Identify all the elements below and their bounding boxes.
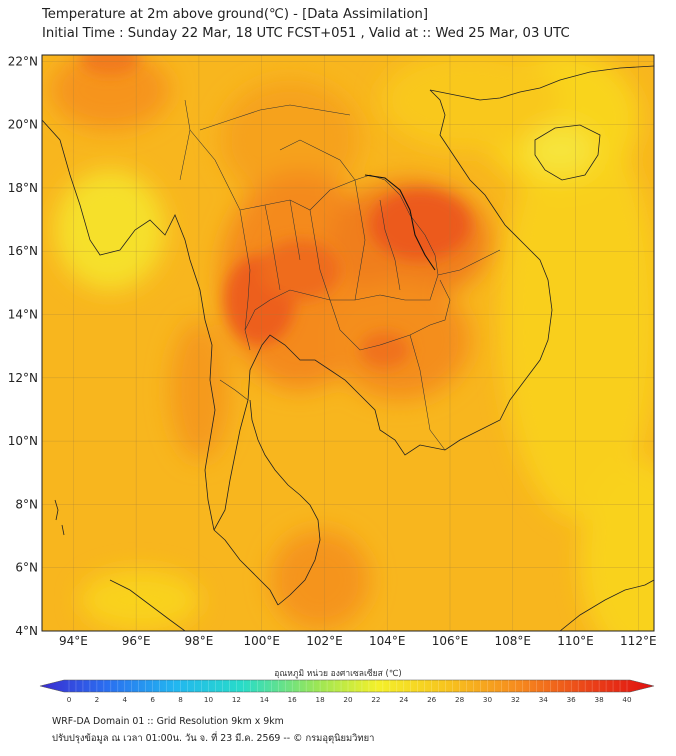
lat-label: 12°N	[8, 371, 38, 385]
lon-label: 106°E	[432, 634, 469, 648]
colorbar-tick-label: 32	[511, 695, 520, 704]
lon-label: 108°E	[495, 634, 532, 648]
lat-label: 10°N	[8, 434, 38, 448]
colorbar-tick-label: 12	[232, 695, 241, 704]
colorbar-tick-label: 20	[343, 695, 353, 704]
colorbar-bar	[39, 679, 655, 693]
lat-label: 16°N	[8, 244, 38, 258]
colorbar-tick-label: 4	[123, 695, 128, 704]
colorbar-tick-label: 28	[455, 695, 465, 704]
lat-label: 4°N	[15, 624, 38, 638]
colorbar-tick-label: 40	[622, 695, 632, 704]
colorbar-tick-label: 10	[204, 695, 214, 704]
lat-label: 20°N	[8, 118, 38, 132]
lon-label: 94°E	[59, 634, 88, 648]
lat-label: 14°N	[8, 308, 38, 322]
colorbar-tick-label: 22	[371, 695, 380, 704]
lon-label: 100°E	[243, 634, 280, 648]
colorbar-ticks: 0 2 4 6 8 10 12 14 16 18 20 22 24 26 28 30 32 34 36 38 40	[67, 695, 632, 704]
footer-resolution: WRF-DA Domain 01 :: Grid Resolution 9km …	[52, 716, 284, 727]
map-frame	[41, 54, 655, 632]
colorbar-tick-label: 38	[595, 695, 605, 704]
colorbar: 0 2 4 6 8 10 12 14 16 18 20 22 24 26 28 30 32 34 36 38 40	[39, 679, 655, 704]
lon-label: 104°E	[369, 634, 406, 648]
colorbar-tick-label: 26	[427, 695, 437, 704]
lat-label: 18°N	[8, 181, 38, 195]
lat-label: 6°N	[15, 561, 38, 575]
colorbar-tick-label: 0	[67, 695, 72, 704]
lon-label: 110°E	[557, 634, 594, 648]
colorbar-tick-label: 34	[539, 695, 549, 704]
colorbar-tick-label: 8	[178, 695, 183, 704]
colorbar-tick-label: 36	[567, 695, 577, 704]
coastlines-borders	[42, 65, 654, 631]
colorbar-tick-label: 2	[95, 695, 100, 704]
thailand-laos-border	[364, 174, 436, 271]
lon-label: 96°E	[122, 634, 151, 648]
colorbar-tick-label: 18	[316, 695, 326, 704]
lat-label: 8°N	[15, 497, 38, 511]
admin-borders	[179, 99, 501, 451]
footer-update-info: ปรับปรุงข้อมูล ณ เวลา 01:00น. วัน จ. ที่…	[52, 733, 375, 744]
colorbar-tick-label: 16	[288, 695, 298, 704]
lon-label: 98°E	[184, 634, 213, 648]
map-subtitle: Initial Time : Sunday 22 Mar, 18 UTC FCS…	[42, 26, 570, 41]
longitude-labels: 94°E 96°E 98°E 100°E 102°E 104°E 106°E 108°E 110…	[59, 634, 657, 648]
graticule	[42, 55, 654, 631]
lon-label: 112°E	[620, 634, 657, 648]
colorbar-tick-label: 30	[483, 695, 493, 704]
lat-label: 22°N	[8, 54, 38, 68]
colorbar-tick-label: 6	[150, 695, 155, 704]
colorbar-divisions	[68, 680, 628, 692]
map-title: Temperature at 2m above ground(℃) - [Dat…	[42, 7, 429, 22]
lon-label: 102°E	[306, 634, 343, 648]
colorbar-title: อุณหภูมิ หน่วย องศาเซลเซียส (℃)	[274, 669, 402, 679]
colorbar-tick-label: 14	[260, 695, 270, 704]
colorbar-tick-label: 24	[399, 695, 409, 704]
latitude-labels: 22°N 20°N 18°N 16°N 14°N 12°N 10°N 8°N 6°N 4°N	[8, 54, 38, 638]
